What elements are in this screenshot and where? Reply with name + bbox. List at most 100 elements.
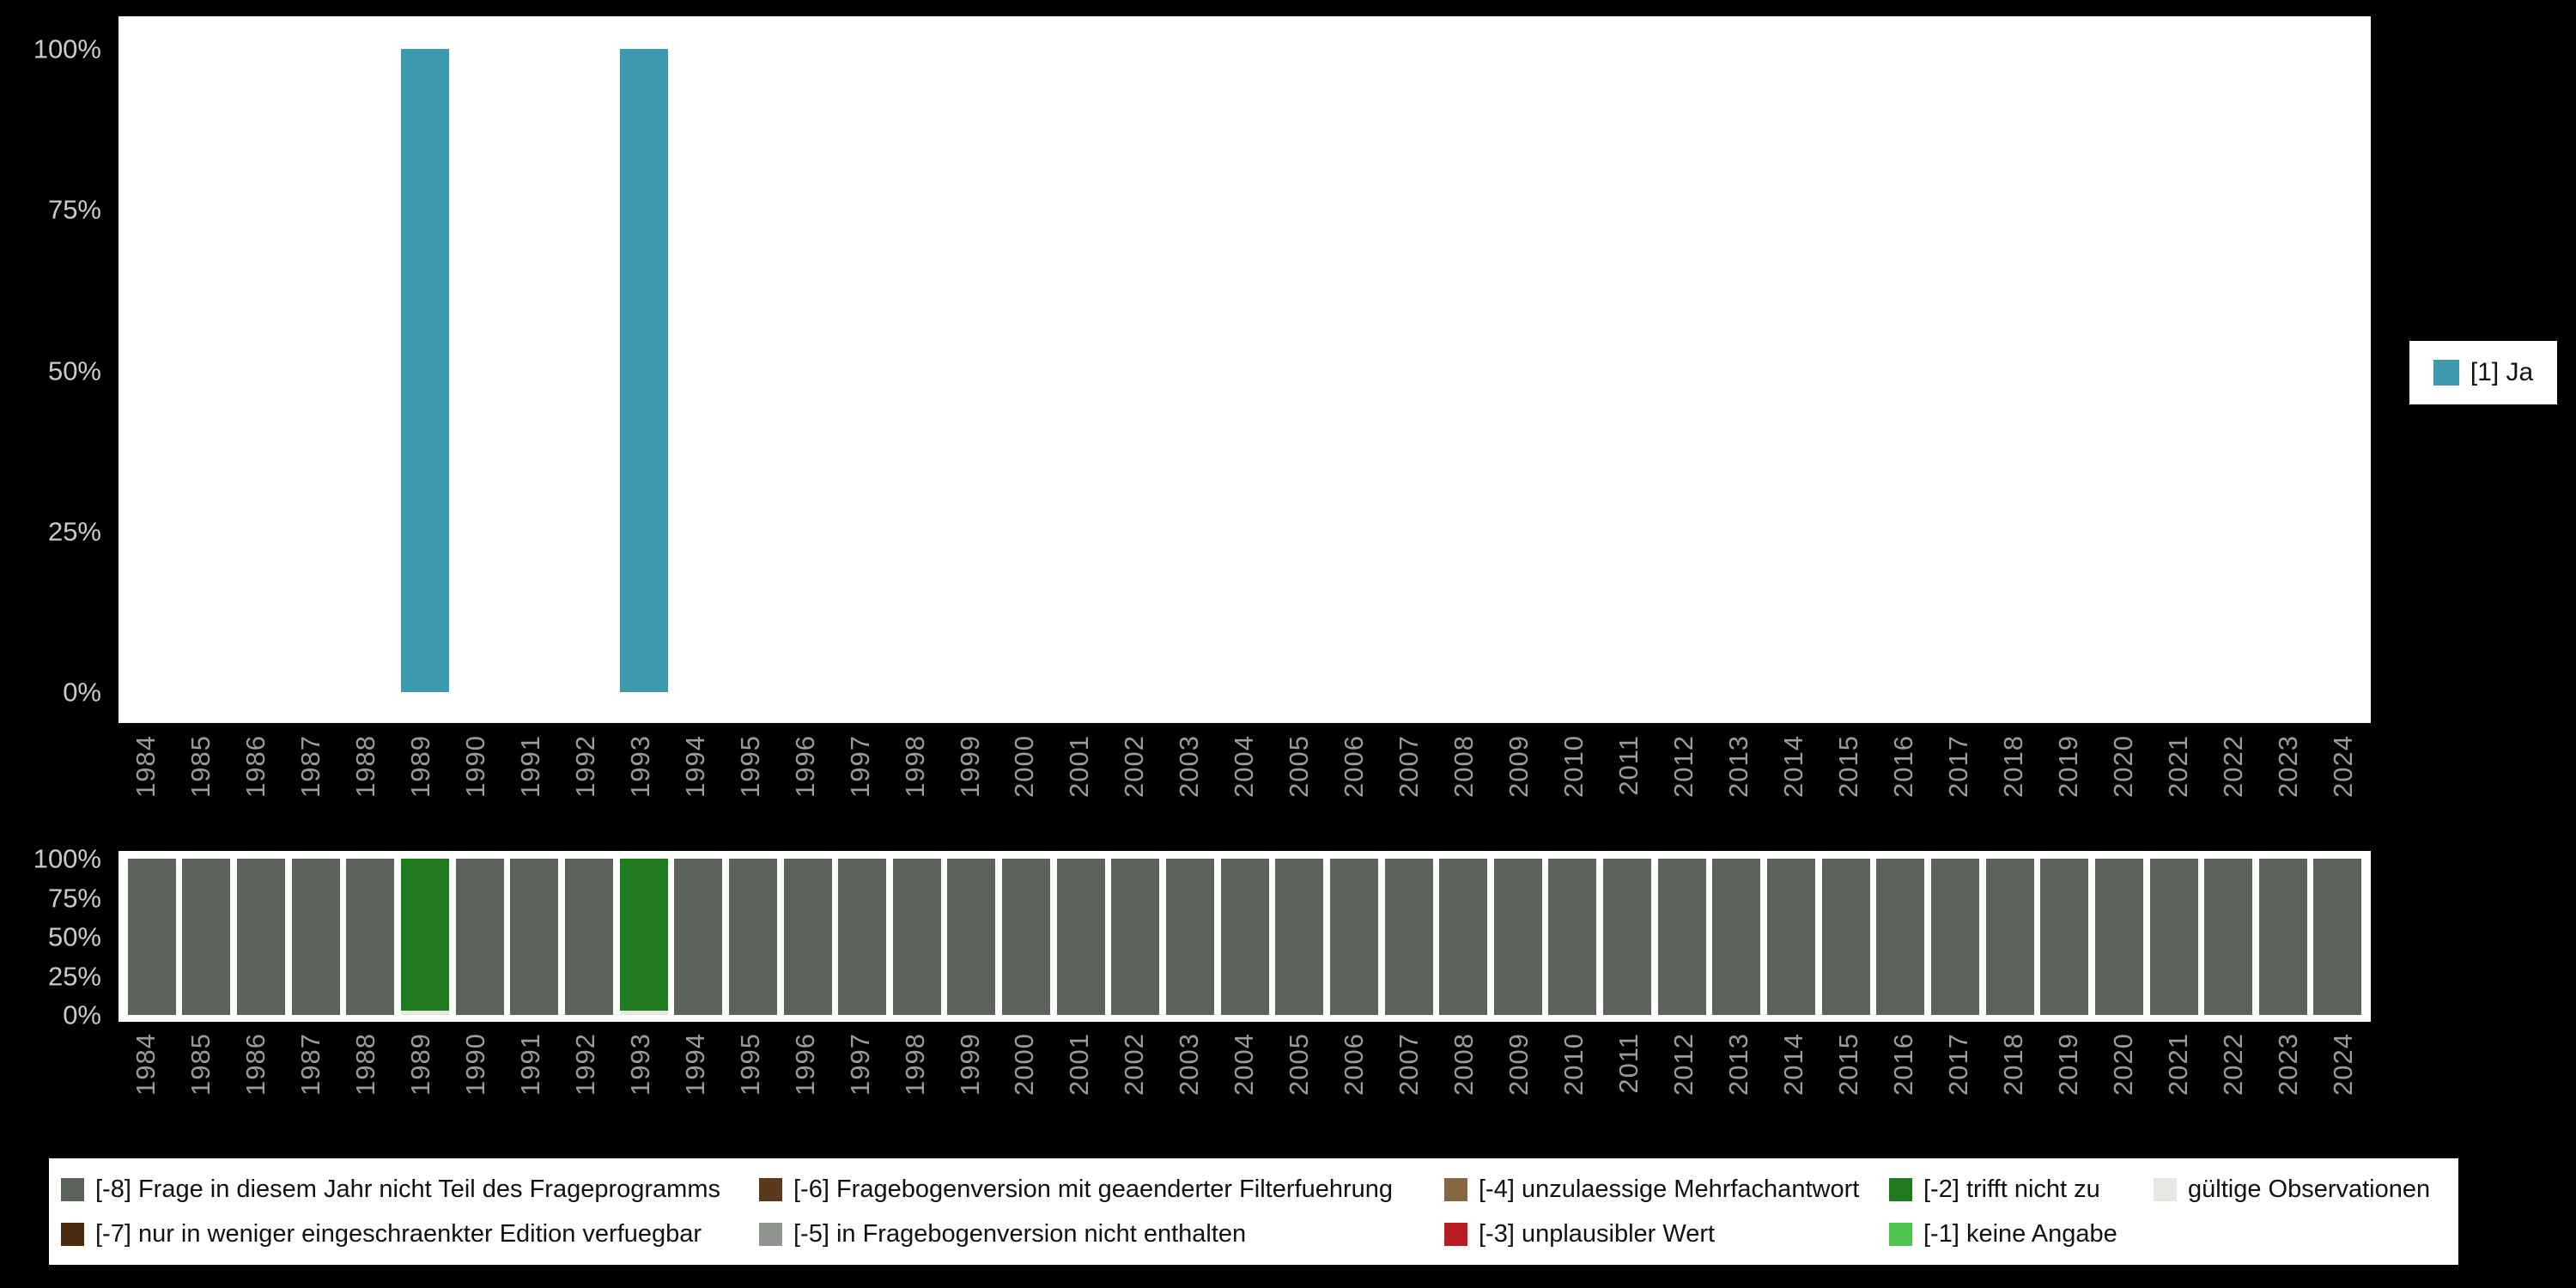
x-tick-label-2014: 2014 bbox=[1778, 1033, 1809, 1096]
x-tick-slot: 2004 bbox=[1217, 1027, 1272, 1139]
x-tick-label-2002: 2002 bbox=[1119, 735, 1150, 798]
x-tick-slot: 2007 bbox=[1382, 729, 1437, 841]
x-tick-label-2011: 2011 bbox=[1613, 1033, 1644, 1094]
x-tick-slot: 1994 bbox=[668, 729, 723, 841]
x-tick-slot: 1992 bbox=[558, 1027, 613, 1139]
x-tick-label-2017: 2017 bbox=[1942, 1033, 1973, 1096]
x-tick-label-1994: 1994 bbox=[679, 735, 710, 798]
x-tick-label-2006: 2006 bbox=[1339, 735, 1370, 798]
x-tick-label-1995: 1995 bbox=[734, 1033, 765, 1096]
legend-swatch-ja bbox=[2433, 360, 2459, 386]
x-tick-slot: 1998 bbox=[888, 729, 943, 841]
x-tick-label-2020: 2020 bbox=[2107, 1033, 2138, 1096]
x-tick-label-1988: 1988 bbox=[349, 1033, 380, 1096]
bar-slot-1995 bbox=[726, 859, 781, 1015]
legend-label-ja: [1] Ja bbox=[2470, 358, 2534, 386]
bar-slot-2003 bbox=[1163, 859, 1218, 1015]
x-tick-label-2005: 2005 bbox=[1284, 1033, 1315, 1096]
bar-slot-2020 bbox=[2092, 859, 2147, 1015]
legend-swatch bbox=[759, 1177, 782, 1201]
y-tick-label: 75% bbox=[47, 883, 101, 913]
x-tick-slot: 2008 bbox=[1437, 729, 1492, 841]
bar-segment-2012 bbox=[1657, 859, 1706, 1015]
x-tick-slot: 1987 bbox=[283, 729, 338, 841]
x-tick-slot: 2024 bbox=[2316, 729, 2371, 841]
bar-slot-2007 bbox=[1382, 859, 1437, 1015]
bar-segment-2009 bbox=[1493, 859, 1542, 1015]
bar-segment-2021 bbox=[2149, 859, 2198, 1015]
bar-segment-1987 bbox=[291, 859, 340, 1015]
bar-slot-2009 bbox=[1491, 859, 1546, 1015]
x-tick-label-2012: 2012 bbox=[1668, 1033, 1699, 1096]
x-tick-slot: 2011 bbox=[1601, 729, 1656, 841]
frequency-chart-plot bbox=[118, 16, 2371, 723]
bar-slot-1988 bbox=[343, 49, 398, 692]
x-tick-label-1991: 1991 bbox=[514, 1033, 545, 1096]
bar-slot-2001 bbox=[1054, 859, 1109, 1015]
bar-slot-1990 bbox=[453, 859, 507, 1015]
x-tick-label-2022: 2022 bbox=[2217, 1033, 2248, 1096]
x-tick-slot: 2009 bbox=[1492, 1027, 1546, 1139]
bar-slot-2015 bbox=[1819, 859, 1874, 1015]
x-tick-label-2012: 2012 bbox=[1668, 735, 1699, 798]
x-tick-label-1985: 1985 bbox=[185, 735, 216, 798]
bar-segment-2024 bbox=[2313, 859, 2362, 1015]
bar-segment-2005 bbox=[1275, 859, 1324, 1015]
bar-slot-2021 bbox=[2147, 859, 2202, 1015]
x-tick-slot: 2012 bbox=[1656, 1027, 1711, 1139]
bar-slot-2015 bbox=[1819, 49, 1874, 692]
x-tick-slot: 2023 bbox=[2261, 729, 2316, 841]
frequency-chart-x-axis: 1984 1985 1986 1987 1988 1989 1990 1991 1992 1993… bbox=[118, 729, 2371, 841]
legend-label: [-1] keine Angabe bbox=[1923, 1219, 2117, 1248]
bar-slot-2024 bbox=[2311, 859, 2366, 1015]
x-tick-slot: 2005 bbox=[1272, 1027, 1327, 1139]
bar-slot-2024 bbox=[2311, 49, 2366, 692]
x-tick-label-1999: 1999 bbox=[954, 735, 985, 798]
x-tick-label-2023: 2023 bbox=[2272, 1033, 2303, 1096]
x-tick-label-1989: 1989 bbox=[404, 1033, 435, 1096]
bar-segment-1991 bbox=[510, 859, 559, 1015]
x-tick-slot: 2013 bbox=[1711, 729, 1766, 841]
x-tick-label-2001: 2001 bbox=[1064, 1033, 1095, 1096]
y-tick-label: 100% bbox=[33, 843, 101, 874]
x-tick-label-2013: 2013 bbox=[1723, 1033, 1754, 1096]
x-tick-label-1994: 1994 bbox=[679, 1033, 710, 1096]
bar-segment-1985 bbox=[182, 859, 231, 1015]
x-tick-label-1984: 1984 bbox=[130, 1033, 161, 1096]
frequency-chart-y-axis: 0% 25% 50% 75% 100% bbox=[0, 36, 110, 706]
bar-slot-1999 bbox=[945, 49, 999, 692]
x-tick-label-2023: 2023 bbox=[2272, 735, 2303, 798]
x-tick-slot: 1990 bbox=[448, 1027, 503, 1139]
bar-slot-1989 bbox=[398, 859, 453, 1015]
x-tick-label-1995: 1995 bbox=[734, 735, 765, 798]
bar-slot-2011 bbox=[1600, 49, 1655, 692]
bar-slot-1993 bbox=[617, 859, 671, 1015]
x-tick-slot: 2019 bbox=[2041, 1027, 2096, 1139]
missing-chart-plot bbox=[118, 851, 2371, 1022]
x-tick-label-2005: 2005 bbox=[1284, 735, 1315, 798]
bar-segment-2011 bbox=[1603, 859, 1652, 1015]
x-tick-slot: 2015 bbox=[1821, 1027, 1876, 1139]
x-tick-slot: 1996 bbox=[778, 1027, 833, 1139]
x-tick-label-2002: 2002 bbox=[1119, 1033, 1150, 1096]
legend-item: [-8] Frage in diesem Jahr nicht Teil des… bbox=[61, 1176, 759, 1204]
bar-slot-1985 bbox=[179, 49, 234, 692]
bar-segment-1998 bbox=[892, 859, 941, 1015]
y-tick-label: 75% bbox=[47, 194, 101, 225]
x-tick-slot: 1995 bbox=[723, 1027, 778, 1139]
x-tick-label-1984: 1984 bbox=[130, 735, 161, 798]
bar-slot-1986 bbox=[234, 49, 289, 692]
frequency-legend: [1] Ja bbox=[2409, 341, 2557, 404]
x-tick-slot: 2023 bbox=[2261, 1027, 2316, 1139]
x-tick-label-2003: 2003 bbox=[1174, 735, 1205, 798]
legend-item: [-1] keine Angabe bbox=[1889, 1220, 2154, 1249]
legend-item: [-7] nur in weniger eingeschraenkter Edi… bbox=[61, 1220, 759, 1249]
x-tick-label-1986: 1986 bbox=[240, 735, 270, 798]
bar-slot-1998 bbox=[890, 859, 945, 1015]
missing-chart-x-axis: 1984 1985 1986 1987 1988 1989 1990 1991 1992 1993… bbox=[118, 1027, 2371, 1139]
x-tick-label-1986: 1986 bbox=[240, 1033, 270, 1096]
x-tick-slot: 2002 bbox=[1107, 1027, 1162, 1139]
bar-slot-2022 bbox=[2201, 859, 2256, 1015]
x-tick-label-2019: 2019 bbox=[2052, 735, 2083, 798]
missing-chart-y-axis: 0% 25% 50% 75% 100% bbox=[0, 846, 110, 1029]
